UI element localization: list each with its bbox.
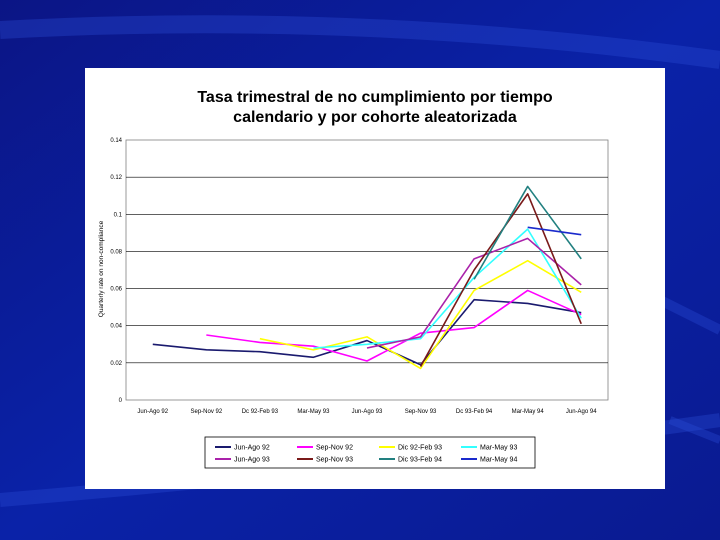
y-tick-labels: 0 0.02 0.04 0.06 0.08 0.1 0.12 0.14	[110, 138, 122, 404]
series-line	[206, 289, 582, 362]
chart-title-line-2: calendario y por cohorte aleatorizada	[233, 109, 517, 126]
y-tick-label: 0.1	[114, 212, 123, 218]
y-tick-label: 0.04	[110, 324, 122, 330]
y-tick-label: 0.12	[110, 175, 122, 181]
plot-area	[125, 139, 609, 401]
chart-title-line-1: Tasa trimestral de no cumplimiento por t…	[197, 89, 553, 106]
y-tick-label: 0	[119, 398, 123, 404]
x-tick-label: Jun-Ago 92	[137, 409, 168, 415]
grid-lines	[126, 176, 608, 364]
chart-panel: Tasa trimestral de no cumplimiento por t…	[85, 68, 665, 489]
legend-label: Dic 92-Feb 93	[398, 445, 442, 452]
series-line	[527, 226, 582, 236]
y-tick-label: 0.08	[110, 249, 122, 255]
series-line	[313, 228, 582, 349]
series-lines	[152, 185, 582, 370]
legend-label: Mar-May 93	[480, 445, 517, 452]
chart-title: Tasa trimestral de no cumplimiento por t…	[197, 89, 553, 126]
series-line	[473, 185, 582, 280]
legend-label: Sep-Nov 92	[316, 445, 353, 452]
legend-label: Sep-Nov 93	[316, 457, 353, 464]
legend-label: Mar-May 94	[480, 457, 517, 464]
x-tick-label: Dc 92-Feb 93	[242, 409, 279, 415]
y-tick-label: 0.14	[110, 138, 122, 144]
x-tick-label: Dc 93-Feb 94	[456, 409, 493, 415]
legend-entries: Jun-Ago 92 Sep-Nov 92 Dic 92-Feb 93 Mar-May…	[215, 445, 517, 464]
y-tick-label: 0.06	[110, 287, 122, 293]
legend	[204, 436, 536, 469]
legend-label: Dic 93-Feb 94	[398, 457, 442, 464]
legend-label: Jun-Ago 92	[234, 445, 270, 452]
series-line	[366, 237, 582, 349]
legend-label: Jun-Ago 93	[234, 457, 270, 464]
y-axis-label: Quarterly rate on non-compliance	[98, 220, 105, 317]
line-chart: Tasa trimestral de no cumplimiento por t…	[98, 89, 609, 469]
x-tick-label: Mar-May 93	[297, 409, 330, 415]
x-tick-labels: Jun-Ago 92 Sep-Nov 92 Dc 92-Feb 93 Mar-May …	[137, 409, 597, 415]
x-tick-label: Sep-Nov 93	[405, 409, 437, 415]
x-tick-label: Jun-Ago 93	[352, 409, 383, 415]
x-tick-label: Mar-May 94	[512, 409, 545, 415]
x-tick-label: Jun-Ago 94	[566, 409, 597, 415]
y-tick-label: 0.02	[110, 361, 122, 367]
series-line	[259, 259, 582, 370]
x-tick-label: Sep-Nov 92	[190, 409, 222, 415]
